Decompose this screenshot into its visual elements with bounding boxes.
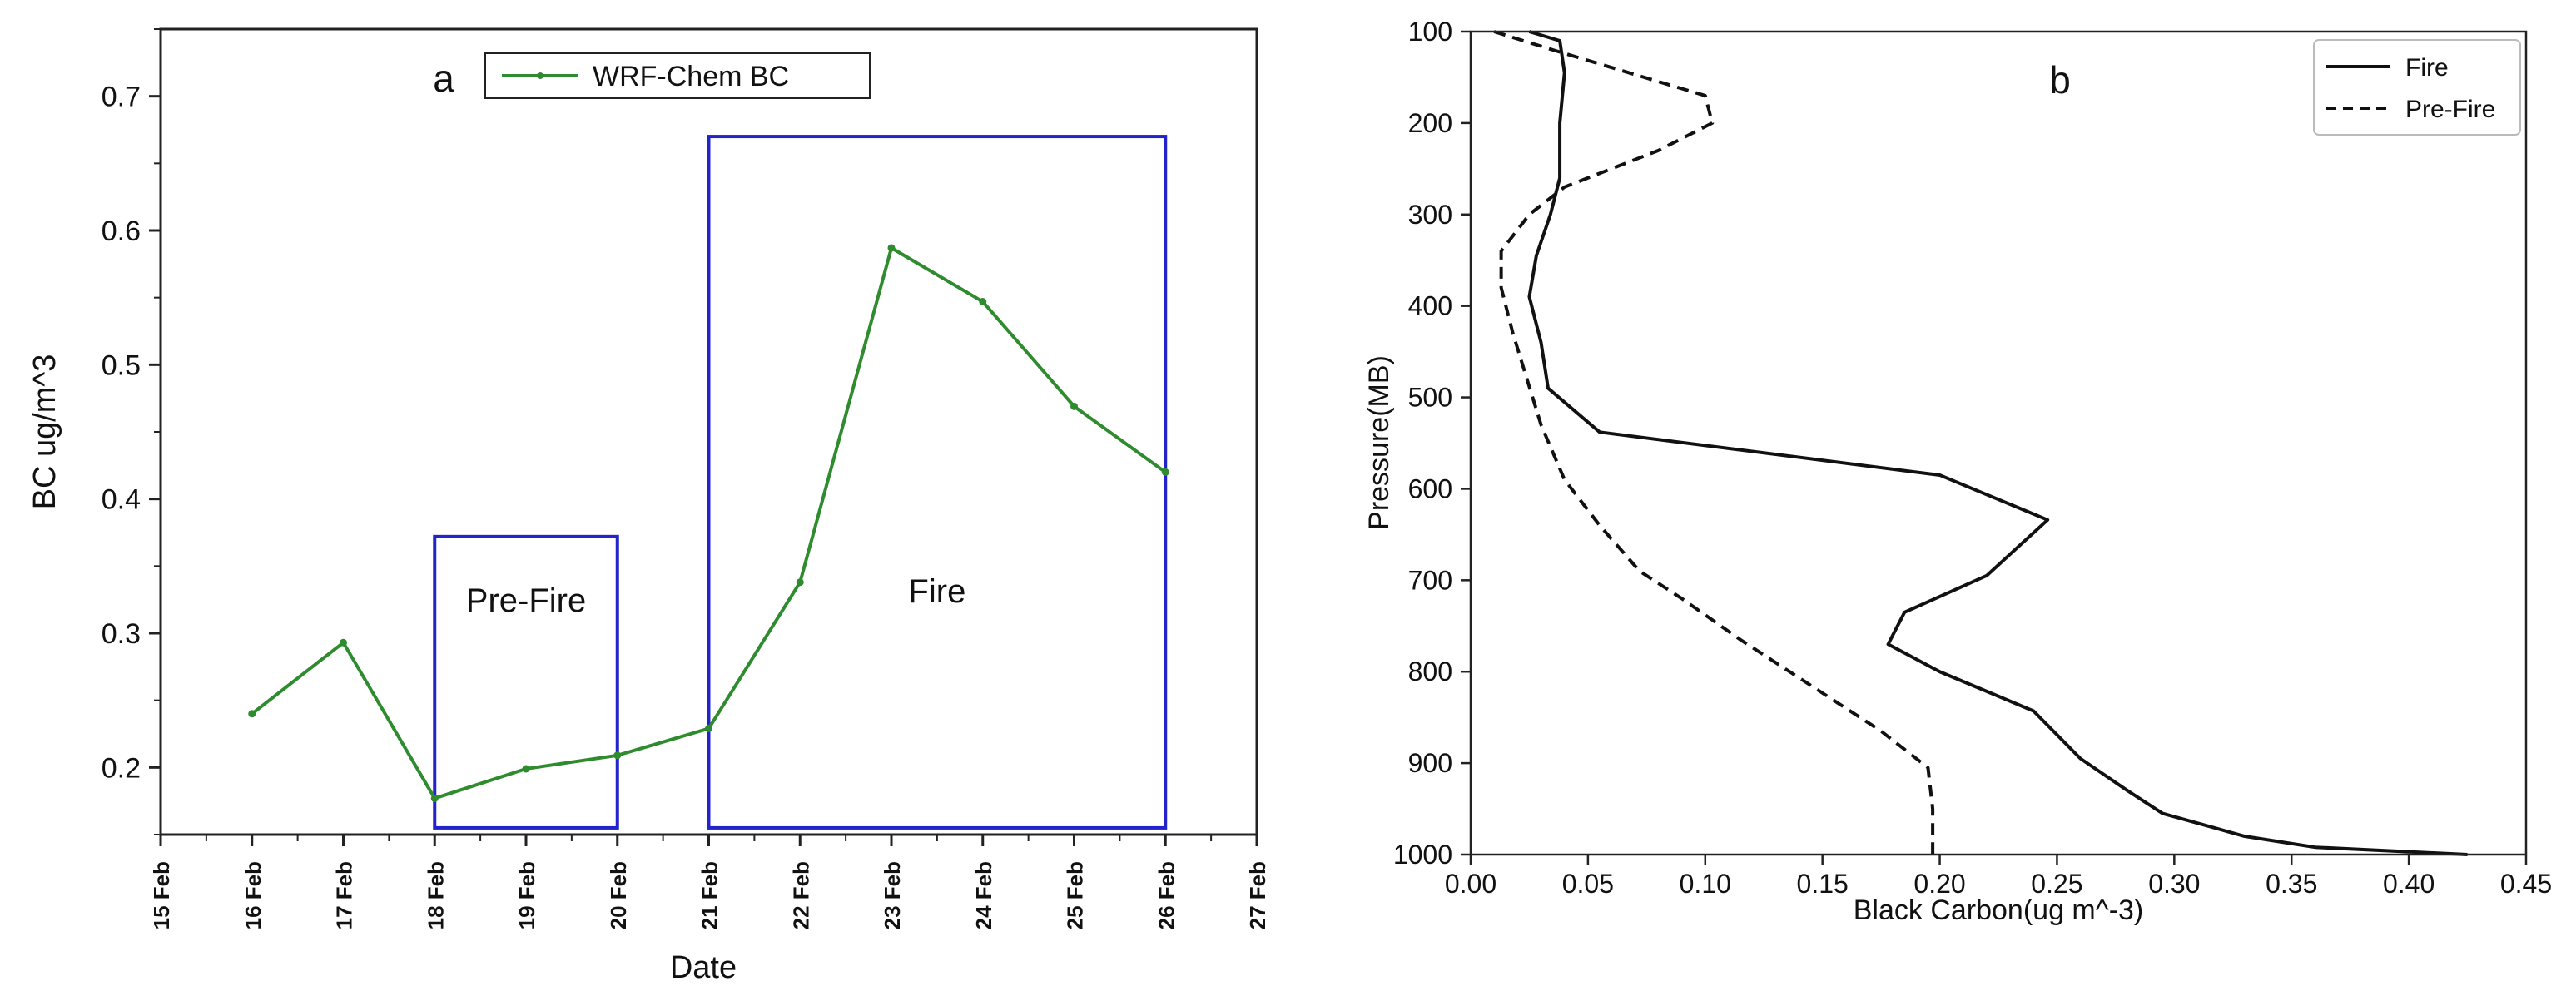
- b-x-axis-label: Black Carbon(ug m^-3): [1854, 894, 2144, 926]
- b-x-tick-label: 0.15: [1797, 869, 1849, 899]
- b-x-tick-label: 0.20: [1913, 869, 1965, 899]
- b-y-ticks: 100 200 300 400 500 600 700 800 900 1000: [1393, 17, 1471, 870]
- a-x-tick-label: 18 Feb: [423, 861, 448, 929]
- a-annotation-label-0: Pre-Fire: [466, 582, 586, 619]
- a-y-ticks: 0.2 0.3 0.4 0.5 0.6 0.7: [102, 28, 161, 835]
- a-x-tick-label: 21 Feb: [697, 861, 722, 929]
- a-data-point-5: [705, 725, 712, 733]
- panel-b: 0.00 0.05 0.10 0.15 0.20 0.25 0.30 0.35 0.40 0.45…: [1363, 17, 2552, 926]
- b-y-tick-label: 800: [1408, 657, 1452, 686]
- a-data-point-1: [340, 638, 347, 647]
- a-y-tick-label: 0.7: [102, 82, 141, 113]
- a-x-tick-label: 15 Feb: [149, 861, 174, 929]
- b-series-line-prefire: [1493, 30, 1935, 855]
- a-annotation-box-1: [707, 135, 1168, 830]
- b-x-tick-label: 0.00: [1445, 869, 1496, 899]
- b-y-tick-label: 100: [1408, 17, 1452, 47]
- a-data-point-4: [613, 751, 622, 760]
- b-series-group: [1493, 30, 2468, 856]
- a-data-point-7: [887, 244, 896, 252]
- a-x-tick-label: 27 Feb: [1245, 861, 1270, 929]
- a-x-tick-label: 16 Feb: [241, 861, 266, 929]
- a-series-group: [248, 244, 1169, 802]
- a-data-point-2: [430, 794, 439, 802]
- a-annotation-boxes: Pre-Fire Fire: [433, 135, 1168, 830]
- a-data-point-8: [979, 298, 987, 306]
- a-x-tick-label: 17 Feb: [332, 861, 357, 929]
- b-y-tick-label: 700: [1408, 565, 1452, 595]
- b-x-tick-label: 0.30: [2148, 869, 2200, 899]
- b-x-tick-label: 0.45: [2500, 869, 2552, 899]
- a-y-tick-label: 0.6: [102, 216, 141, 247]
- a-x-tick-label: 20 Feb: [606, 861, 631, 929]
- a-legend: WRF-Chem BC: [484, 52, 871, 99]
- b-plot-frame: [1469, 30, 2528, 856]
- b-legend: Fire Pre-Fire: [2313, 39, 2521, 136]
- a-x-ticks: 15 Feb 16 Feb 17 Feb 18 Feb 19 Feb 20 Feb 21 F…: [149, 835, 1270, 929]
- a-x-tick-label: 24 Feb: [971, 861, 996, 929]
- a-x-tick-label: 23 Feb: [880, 861, 905, 929]
- b-x-tick-label: 0.25: [2031, 869, 2082, 899]
- a-x-tick-label: 25 Feb: [1063, 861, 1088, 929]
- b-legend-label-fire: Fire: [2405, 54, 2449, 82]
- a-annotation-label-1: Fire: [908, 573, 965, 610]
- a-x-tick-label: 19 Feb: [514, 861, 539, 929]
- a-data-point-10: [1161, 468, 1169, 476]
- a-y-tick-label: 0.5: [102, 349, 141, 381]
- b-x-tick-label: 0.40: [2383, 869, 2435, 899]
- b-legend-box: [2313, 39, 2521, 136]
- b-x-tick-label: 0.05: [1562, 869, 1614, 899]
- b-x-tick-label: 0.35: [2266, 869, 2317, 899]
- a-data-point-3: [522, 765, 530, 773]
- b-legend-label-prefire: Pre-Fire: [2405, 96, 2495, 123]
- a-y-tick-label: 0.3: [102, 618, 141, 650]
- a-x-axis-label: Date: [670, 950, 737, 985]
- b-y-tick-label: 300: [1408, 200, 1452, 230]
- b-x-tick-label: 0.10: [1680, 869, 1731, 899]
- a-y-tick-label: 0.4: [102, 484, 141, 516]
- a-x-tick-label: 26 Feb: [1154, 861, 1179, 929]
- panel-a: Pre-Fire Fire 15 Feb 16 Feb 17 Feb 18 Feb 19 …: [27, 27, 1270, 985]
- a-data-point-0: [248, 710, 256, 718]
- b-y-tick-label: 900: [1408, 748, 1452, 778]
- b-panel-label: b: [2049, 58, 2071, 102]
- a-annotation-box-0: [433, 534, 619, 830]
- b-series-line-fire: [1527, 30, 2468, 856]
- a-legend-marker: [537, 72, 543, 79]
- b-y-tick-label: 600: [1408, 473, 1452, 503]
- b-x-ticks: 0.00 0.05 0.10 0.15 0.20 0.25 0.30 0.35 0.40 0.45: [1445, 855, 2552, 899]
- b-y-tick-label: 200: [1408, 108, 1452, 138]
- a-x-tick-label: 22 Feb: [788, 861, 813, 929]
- a-data-point-6: [796, 578, 804, 587]
- b-y-tick-label: 1000: [1393, 840, 1452, 870]
- a-legend-label: WRF-Chem BC: [593, 61, 789, 92]
- a-data-point-9: [1070, 402, 1078, 410]
- a-y-tick-label: 0.2: [102, 752, 141, 784]
- a-panel-label: a: [433, 57, 454, 100]
- b-y-tick-label: 400: [1408, 291, 1452, 321]
- a-y-axis-label: BC ug/m^3: [27, 354, 62, 510]
- b-y-tick-label: 500: [1408, 383, 1452, 413]
- b-y-axis-label: Pressure(MB): [1363, 355, 1395, 530]
